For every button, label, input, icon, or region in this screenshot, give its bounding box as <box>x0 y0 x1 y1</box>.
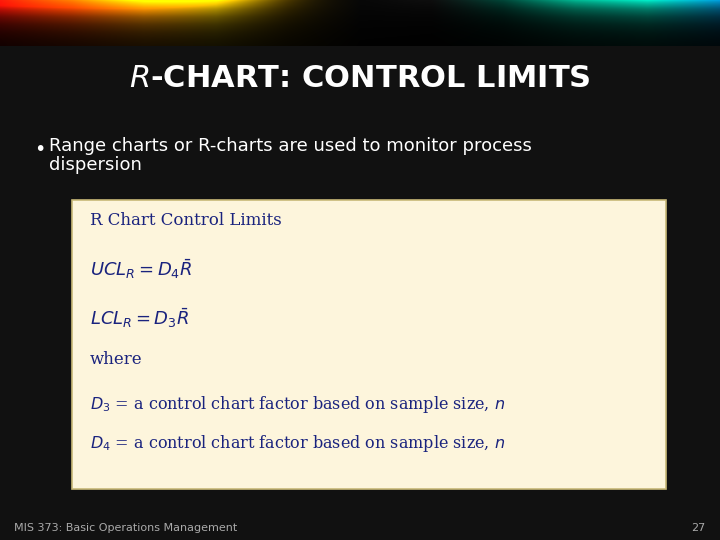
Text: dispersion: dispersion <box>49 156 142 174</box>
Text: $D_4$ = a control chart factor based on sample size, $n$: $D_4$ = a control chart factor based on … <box>90 434 505 455</box>
Text: •: • <box>35 140 46 159</box>
FancyBboxPatch shape <box>72 200 666 489</box>
Text: where: where <box>90 352 143 368</box>
Text: $LCL_R = D_3\bar{R}$: $LCL_R = D_3\bar{R}$ <box>90 306 189 329</box>
Text: $\it{R}$-CHART: CONTROL LIMITS: $\it{R}$-CHART: CONTROL LIMITS <box>129 64 591 93</box>
Text: R Chart Control Limits: R Chart Control Limits <box>90 212 282 229</box>
Text: Range charts or R-charts are used to monitor process: Range charts or R-charts are used to mon… <box>49 137 532 155</box>
Text: MIS 373: Basic Operations Management: MIS 373: Basic Operations Management <box>14 523 238 533</box>
Text: 27: 27 <box>691 523 706 533</box>
Text: $D_3$ = a control chart factor based on sample size, $n$: $D_3$ = a control chart factor based on … <box>90 394 505 415</box>
Text: $UCL_R = D_4\bar{R}$: $UCL_R = D_4\bar{R}$ <box>90 257 192 281</box>
